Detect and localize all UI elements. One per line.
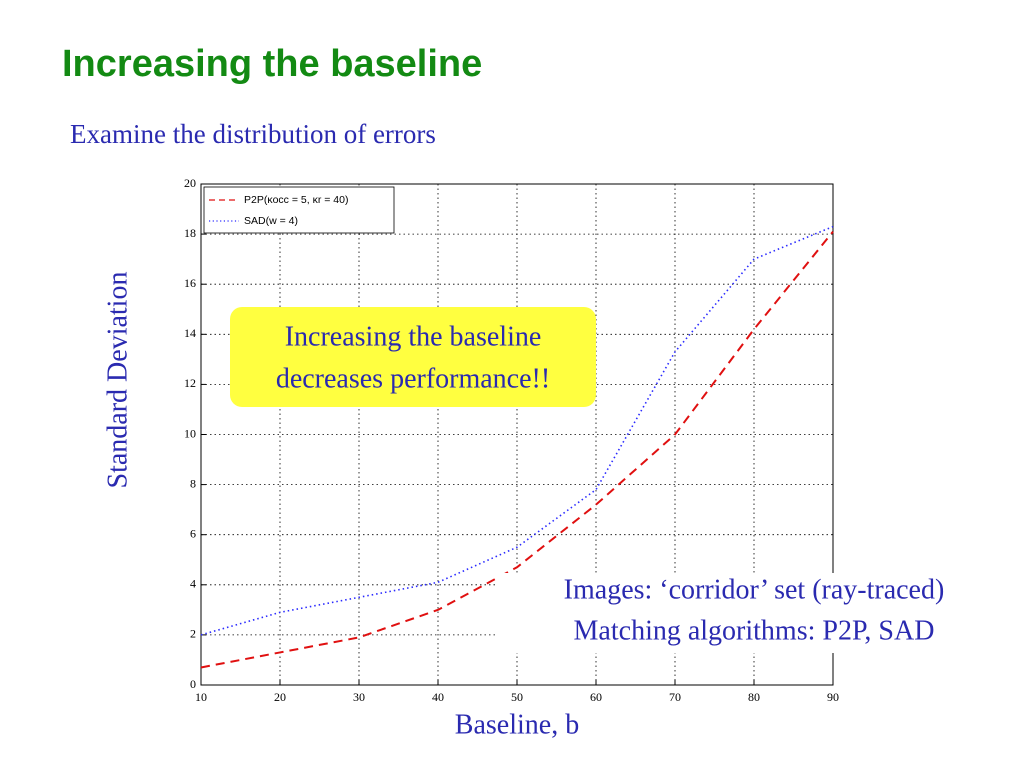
y-tick-label: 14 xyxy=(184,326,196,340)
slide-title: Increasing the baseline xyxy=(62,43,482,85)
note-text: Matching algorithms: P2P, SAD xyxy=(574,615,935,646)
x-tick-label: 50 xyxy=(511,690,523,704)
x-tick-label: 70 xyxy=(669,690,681,704)
callout-text: Increasing the baseline xyxy=(285,321,542,352)
x-tick-label: 30 xyxy=(353,690,365,704)
y-tick-label: 0 xyxy=(190,677,196,691)
y-tick-label: 4 xyxy=(190,577,196,591)
y-axis-label: Standard Deviation xyxy=(102,272,133,489)
subtitle: Examine the distribution of errors xyxy=(70,119,436,149)
x-tick-label: 80 xyxy=(748,690,760,704)
y-tick-label: 10 xyxy=(184,426,196,440)
y-tick-label: 12 xyxy=(184,376,196,390)
x-tick-label: 90 xyxy=(827,690,839,704)
y-tick-label: 18 xyxy=(184,226,196,240)
data-line xyxy=(200,225,834,636)
x-tick-label: 20 xyxy=(274,690,286,704)
x-tick-label: 40 xyxy=(432,690,444,704)
note-box xyxy=(498,573,1010,653)
x-axis-label: Baseline, b xyxy=(455,709,579,740)
y-tick-label: 6 xyxy=(190,526,196,540)
callout-box xyxy=(230,307,596,407)
legend-label: SAD(w = 4) xyxy=(244,215,298,227)
y-tick-label: 16 xyxy=(184,276,196,290)
x-tick-label: 10 xyxy=(195,690,207,704)
y-tick-label: 8 xyxy=(190,476,196,490)
callout-text: decreases performance!! xyxy=(276,363,550,394)
legend-box xyxy=(203,186,395,234)
note-text: Images: ‘corridor’ set (ray-traced) xyxy=(564,574,945,605)
y-tick-label: 20 xyxy=(184,176,196,190)
legend-label: P2P(κocc = 5, κr = 40) xyxy=(244,194,348,206)
x-tick-label: 60 xyxy=(590,690,602,704)
y-tick-label: 2 xyxy=(190,627,196,641)
data-line xyxy=(200,230,834,669)
